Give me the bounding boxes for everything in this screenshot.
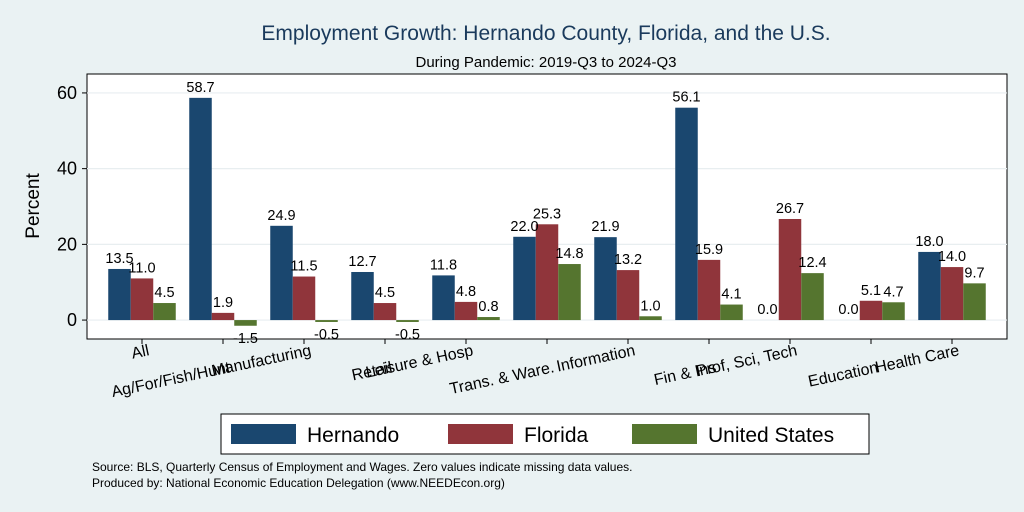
data-label-united-states-information: 1.0 (640, 298, 660, 314)
bar-united-states-health-care (963, 283, 986, 321)
bar-florida-all (130, 278, 154, 321)
data-labels: 13.511.0 4.5 58.7 1.9 -1.5 24.9 11.5 -0.5 12.7 4.… (105, 80, 984, 347)
data-label-florida-information: 13.2 (614, 252, 642, 268)
bar-united-states-education (882, 302, 905, 321)
bar-hernando-trans-ware (513, 236, 536, 321)
data-label-hernando-prof-sci-tech: 0.0 (757, 302, 777, 318)
data-label-united-states-education: 4.7 (883, 284, 903, 300)
data-label-florida-all: 11.0 (128, 260, 155, 276)
data-label-hernando-information: 21.9 (591, 219, 619, 235)
data-label-hernando-all: 13.5 (105, 251, 133, 267)
ytick-label-20: 20 (57, 234, 77, 254)
legend-swatch-united-states (632, 424, 697, 444)
bar-united-states-trans-ware (558, 264, 581, 321)
bar-florida-information (616, 270, 640, 321)
data-label-florida-fin-ins: 15.9 (695, 242, 723, 258)
bar-hernando-health-care (918, 251, 941, 321)
data-label-hernando-leisure-hosp: 11.8 (430, 257, 457, 273)
bar-hernando-retail (351, 271, 374, 321)
data-label-florida-education: 5.1 (861, 283, 881, 299)
data-label-florida-trans-ware: 25.3 (533, 206, 561, 222)
bar-hernando-fin-ins (675, 107, 698, 321)
y-axis-label: Percent (23, 173, 44, 239)
bar-united-states-retail (396, 320, 419, 322)
bar-united-states-manufacturing (315, 320, 338, 322)
bar-florida-trans-ware (535, 224, 559, 321)
legend-box (220, 413, 870, 455)
data-label-united-states-ag-for-fish-hunt: -1.5 (233, 331, 258, 347)
chart-subtitle: During Pandemic: 2019-Q3 to 2024-Q3 (416, 54, 677, 71)
bar-florida-education (859, 300, 883, 321)
data-label-florida-leisure-hosp: 4.8 (456, 284, 476, 300)
bar-florida-ag-for-fish-hunt (211, 312, 235, 321)
bar-hernando-manufacturing (270, 225, 293, 321)
data-label-hernando-trans-ware: 22.0 (510, 219, 538, 235)
data-label-united-states-manufacturing: -0.5 (314, 327, 339, 343)
ytick-label-40: 40 (57, 159, 77, 179)
bar-florida-health-care (940, 267, 964, 321)
data-label-united-states-all: 4.5 (154, 285, 174, 301)
bar-florida-prof-sci-tech (778, 218, 802, 321)
ytick-label-60: 60 (57, 83, 77, 103)
data-label-united-states-prof-sci-tech: 12.4 (798, 255, 826, 271)
bar-united-states-fin-ins (720, 304, 743, 321)
bar-united-states-all (153, 303, 176, 321)
data-label-united-states-trans-ware: 14.8 (555, 246, 583, 262)
legend-swatch-hernando (231, 424, 296, 444)
bar-florida-leisure-hosp (454, 301, 478, 321)
data-label-hernando-health-care: 18.0 (915, 234, 943, 250)
legend-swatch-florida (448, 424, 513, 444)
data-label-florida-health-care: 14.0 (938, 249, 966, 265)
data-label-florida-ag-for-fish-hunt: 1.9 (213, 295, 233, 311)
data-label-united-states-fin-ins: 4.1 (721, 287, 741, 303)
bar-florida-fin-ins (697, 259, 721, 321)
data-label-florida-prof-sci-tech: 26.7 (776, 201, 804, 217)
data-label-hernando-education: 0.0 (838, 302, 858, 318)
bar-united-states-prof-sci-tech (801, 273, 824, 321)
data-label-hernando-manufacturing: 24.9 (267, 208, 295, 224)
data-label-hernando-retail: 12.7 (348, 254, 376, 270)
legend-label-hernando: Hernando (307, 424, 399, 447)
bar-hernando-information (594, 237, 617, 321)
bar-florida-manufacturing (292, 276, 316, 321)
xtick-label-all: All (130, 342, 151, 362)
data-label-florida-retail: 4.5 (375, 285, 395, 301)
bar-florida-retail (373, 303, 397, 321)
bar-united-states-ag-for-fish-hunt (234, 320, 257, 326)
legend: Hernando Florida United States (220, 413, 870, 455)
legend-label-florida: Florida (524, 424, 589, 447)
bars (108, 97, 986, 326)
data-label-united-states-health-care: 9.7 (964, 265, 984, 281)
chart-title: Employment Growth: Hernando County, Flor… (261, 22, 830, 45)
data-label-hernando-fin-ins: 56.1 (672, 90, 700, 106)
data-label-hernando-ag-for-fish-hunt: 58.7 (186, 80, 214, 96)
legend-label-united-states: United States (708, 424, 834, 447)
source-note: Source: BLS, Quarterly Census of Employm… (92, 460, 632, 474)
y-axis: 0 20 40 60 (57, 83, 87, 330)
bar-hernando-leisure-hosp (432, 275, 455, 321)
producer-note: Produced by: National Economic Education… (92, 476, 505, 490)
bar-united-states-information (639, 316, 662, 321)
ytick-label-0: 0 (67, 310, 77, 330)
data-label-florida-manufacturing: 11.5 (290, 259, 317, 275)
data-label-united-states-leisure-hosp: 0.8 (478, 299, 498, 315)
data-label-united-states-retail: -0.5 (395, 327, 420, 343)
bar-united-states-leisure-hosp (477, 317, 500, 321)
bar-hernando-ag-for-fish-hunt (189, 97, 212, 321)
bar-hernando-all (108, 268, 131, 321)
